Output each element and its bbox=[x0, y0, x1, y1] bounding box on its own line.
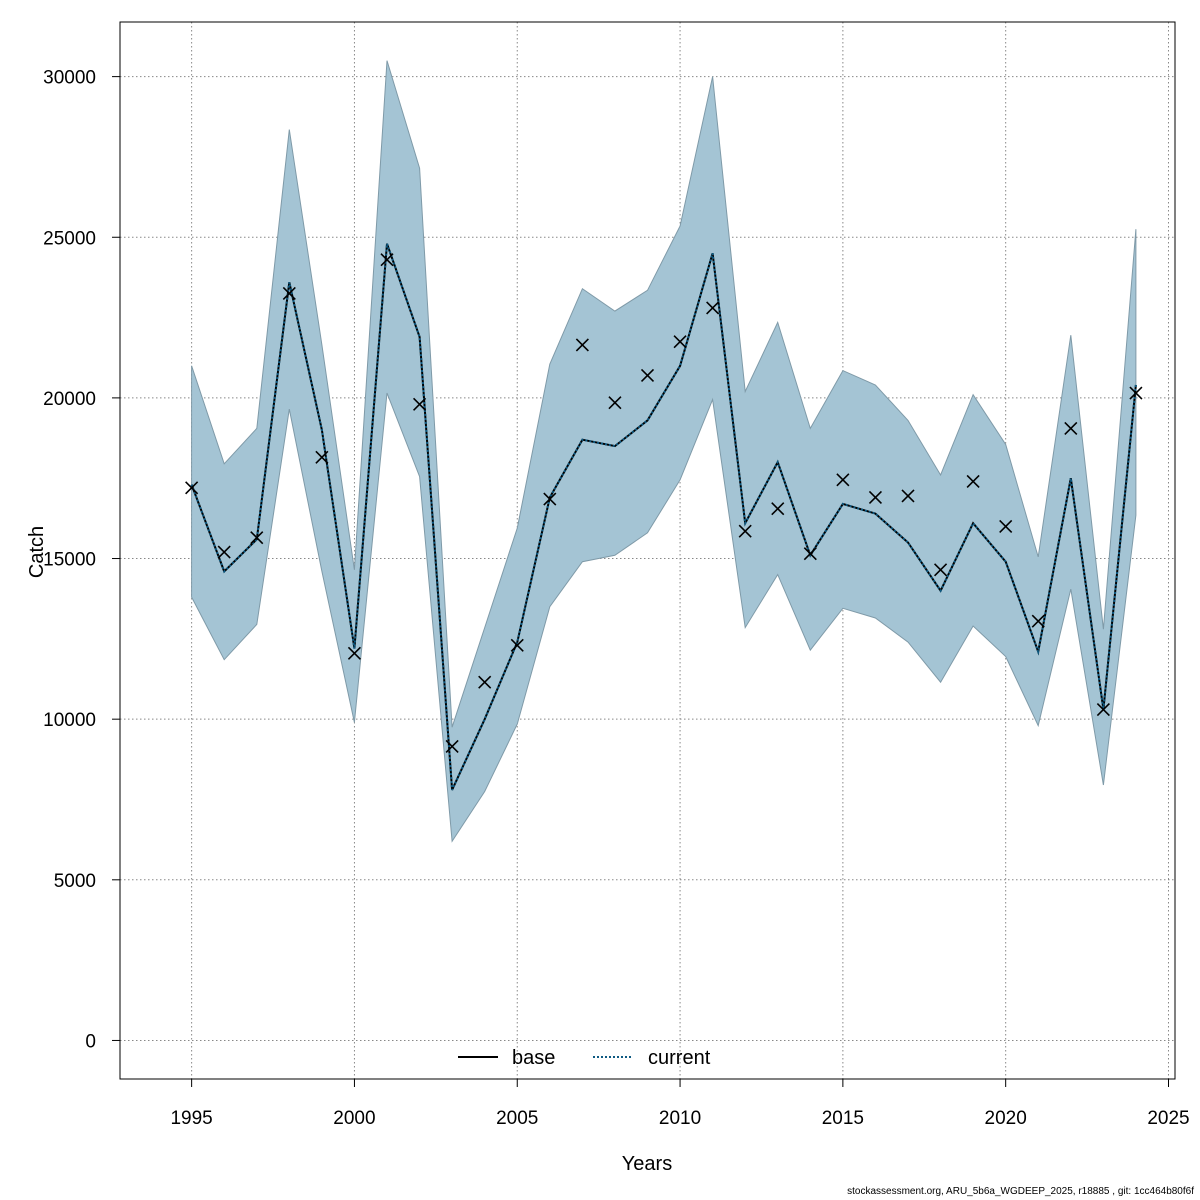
observed-point bbox=[673, 335, 687, 349]
observed-point bbox=[999, 519, 1013, 533]
x-tick-label: 2000 bbox=[333, 1108, 375, 1129]
observed-point bbox=[217, 545, 231, 559]
observed-point bbox=[1064, 421, 1078, 435]
y-tick-label: 0 bbox=[85, 1031, 96, 1052]
observed-point bbox=[347, 646, 362, 660]
observed-point bbox=[543, 492, 557, 506]
observed-point bbox=[771, 502, 785, 516]
plot-frame bbox=[119, 21, 1176, 1080]
y-axis: 0 5000 10000 15000 20000 25000 30000 bbox=[43, 68, 120, 1052]
observed-point bbox=[315, 450, 329, 464]
legend-label-current: current bbox=[648, 1047, 711, 1069]
observed-point bbox=[185, 481, 199, 495]
observed-points bbox=[185, 253, 1143, 754]
confidence-band bbox=[191, 60, 1137, 843]
observed-point bbox=[1129, 386, 1143, 400]
x-tick-label: 2015 bbox=[822, 1108, 864, 1129]
legend-label-base: base bbox=[512, 1047, 555, 1069]
observed-point bbox=[966, 474, 980, 488]
y-tick-label: 30000 bbox=[43, 68, 96, 89]
observed-point bbox=[575, 338, 589, 352]
series-line-current bbox=[190, 243, 1137, 791]
observed-point bbox=[803, 547, 817, 561]
legend: base current bbox=[458, 1047, 711, 1069]
observed-point bbox=[282, 286, 296, 301]
observed-point bbox=[445, 739, 459, 754]
observed-point bbox=[706, 301, 720, 315]
series-layer bbox=[190, 243, 1137, 791]
x-tick-label: 2025 bbox=[1147, 1108, 1189, 1129]
y-axis-label: Catch bbox=[26, 526, 48, 578]
observed-point bbox=[380, 253, 394, 267]
x-axis-label: Years bbox=[622, 1153, 672, 1175]
observed-point bbox=[478, 675, 492, 689]
y-tick-label: 20000 bbox=[43, 389, 96, 410]
footer-note: stockassessment.org, ARU_5b6a_WGDEEP_202… bbox=[847, 1186, 1194, 1197]
x-tick-label: 1995 bbox=[170, 1108, 212, 1129]
observed-point bbox=[836, 473, 850, 487]
observed-point bbox=[933, 563, 948, 577]
observed-point bbox=[250, 531, 264, 545]
observed-point bbox=[738, 524, 752, 538]
observed-point bbox=[868, 490, 882, 505]
observed-point bbox=[1031, 614, 1045, 628]
x-tick-label: 2020 bbox=[985, 1108, 1027, 1129]
observed-point bbox=[510, 638, 524, 652]
y-tick-label: 25000 bbox=[43, 228, 96, 249]
x-tick-label: 2010 bbox=[659, 1108, 701, 1129]
observed-point bbox=[901, 489, 915, 503]
y-tick-label: 5000 bbox=[54, 871, 96, 892]
observed-point bbox=[608, 396, 622, 410]
observed-point bbox=[640, 368, 655, 382]
observed-point bbox=[413, 397, 427, 411]
x-tick-label: 2005 bbox=[496, 1108, 538, 1129]
observed-point bbox=[1096, 702, 1110, 717]
x-axis: 1995 2000 2005 2010 2015 2020 2025 bbox=[170, 1079, 1190, 1129]
y-tick-label: 15000 bbox=[43, 550, 96, 571]
y-tick-label: 10000 bbox=[43, 710, 96, 731]
